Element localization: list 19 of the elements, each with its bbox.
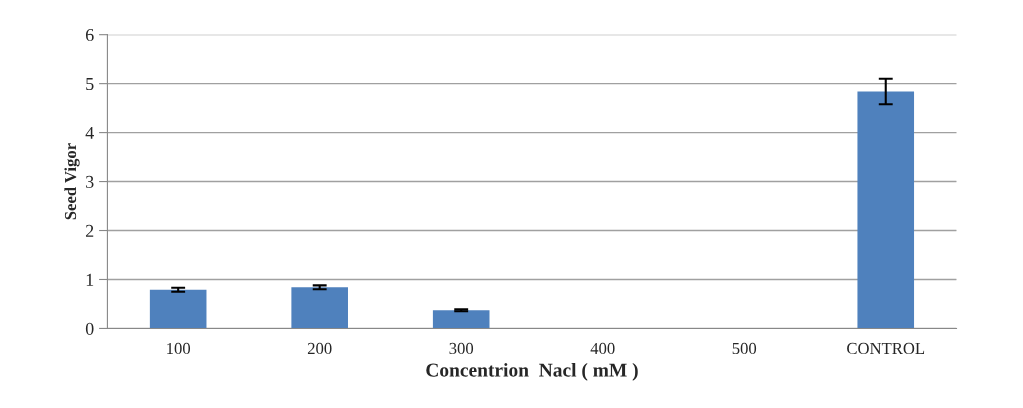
x-axis-title: Concentrion Nacl ( mM )	[426, 363, 638, 381]
bar	[432, 310, 490, 329]
x-tick-label: 200	[307, 342, 332, 355]
y-axis-title: Seed Vigor	[64, 143, 80, 220]
x-tick-label: CONTROL	[847, 342, 925, 355]
y-tick-label: 5	[86, 78, 94, 91]
x-tick-label: 100	[167, 342, 191, 355]
y-tick-label: 6	[85, 28, 94, 42]
x-tick-label: 300	[449, 342, 474, 355]
bar	[149, 289, 207, 329]
y-tick-label: 4	[85, 126, 94, 139]
x-tick-label: 400	[590, 342, 615, 355]
y-tick-label: 3	[86, 175, 94, 188]
y-tick-label: 0	[85, 322, 94, 335]
x-tick-label: 500	[732, 342, 757, 355]
bar	[291, 287, 348, 329]
y-tick-label: 2	[85, 224, 94, 237]
y-tick-label: 1	[86, 273, 94, 286]
bar	[857, 91, 915, 329]
